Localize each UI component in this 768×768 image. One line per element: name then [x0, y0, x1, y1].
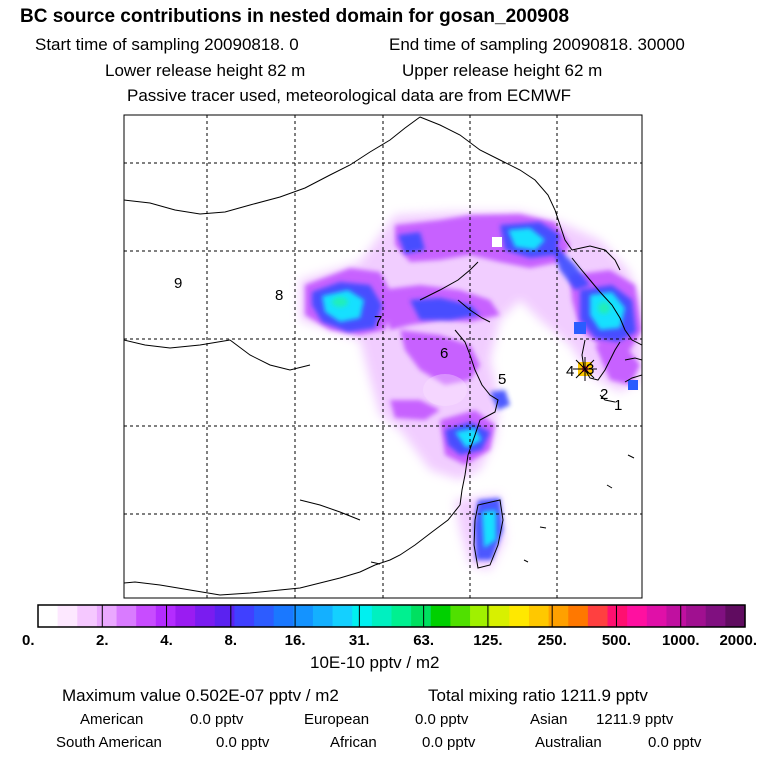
colorbar-cell [371, 605, 393, 627]
african-label: African [330, 734, 377, 751]
region-label-8: 8 [275, 287, 283, 304]
colorbar-cell [627, 605, 648, 627]
colorbar-cell [430, 605, 452, 627]
colorbar-cell [391, 605, 412, 627]
region-label-5: 5 [498, 371, 506, 388]
colorbar-cell [548, 605, 569, 627]
colorbar-label-0: 0. [22, 632, 35, 649]
asian-label: Asian [530, 711, 568, 728]
colorbar-cell [136, 605, 157, 627]
colorbar-label-8: 250. [538, 632, 567, 649]
colorbar-cell [155, 605, 177, 627]
colorbar-label-7: 125. [473, 632, 502, 649]
colorbar-cell [57, 605, 78, 627]
colorbar-cell [254, 605, 275, 627]
coastlines [124, 116, 642, 596]
colorbar-cell [293, 605, 314, 627]
region-label-2: 2 [600, 386, 608, 403]
european-value: 0.0 pptv [415, 711, 469, 728]
colorbar-frame [37, 604, 746, 628]
colorbar-cell [352, 605, 373, 627]
colorbar-cell [116, 605, 137, 627]
colorbar-cell [38, 605, 59, 627]
american-label: American [80, 711, 144, 728]
asian-value: 1211.9 pptv [596, 711, 674, 728]
colorbar-cell [587, 605, 609, 627]
colorbar-label-3: 8. [225, 632, 238, 649]
plot-title: BC source contributions in nested domain… [20, 6, 570, 27]
colorbar: 0. 2. 4. 8. 16. 31. 63. 125. 250. 500. 1… [22, 604, 757, 649]
total-mixing-ratio: Total mixing ratio 1211.9 pptv [428, 686, 648, 705]
colorbar-cell [234, 605, 255, 627]
colorbar-label-5: 31. [349, 632, 370, 649]
colorbar-units: 10E-10 pptv / m2 [310, 653, 440, 672]
colorbar-cell [96, 605, 118, 627]
american-value: 0.0 pptv [190, 711, 244, 728]
colorbar-cell [77, 605, 98, 627]
colorbar-label-11: 2000. [719, 632, 757, 649]
colorbar-ticks [101, 605, 682, 627]
maximum-value: Maximum value 0.502E-07 pptv / m2 [62, 686, 339, 705]
australian-label: Australian [535, 734, 602, 751]
colorbar-cell [470, 605, 491, 627]
colorbar-cell [312, 605, 334, 627]
colorbar-cell [175, 605, 196, 627]
tracer-note: Passive tracer used, meteorological data… [127, 86, 572, 105]
colorbar-cell [607, 605, 628, 627]
colorbar-cell [646, 605, 668, 627]
african-value: 0.0 pptv [422, 734, 476, 751]
colorbar-cell [450, 605, 471, 627]
region-label-9: 9 [174, 275, 182, 292]
start-time: Start time of sampling 20090818. 0 [35, 35, 299, 54]
colorbar-cell [489, 605, 510, 627]
colorbar-label-9: 500. [602, 632, 631, 649]
end-time: End time of sampling 20090818. 30000 [389, 35, 685, 54]
colorbar-cell [332, 605, 353, 627]
colorbar-label-1: 2. [96, 632, 109, 649]
lower-release-height: Lower release height 82 m [105, 61, 306, 80]
region-label-3: 3 [586, 361, 594, 378]
region-label-1: 1 [614, 397, 622, 414]
european-label: European [304, 711, 370, 728]
map-frame [123, 114, 643, 599]
colorbar-cell [411, 605, 432, 627]
colorbar-cell [528, 605, 550, 627]
colorbar-cell [273, 605, 294, 627]
colorbar-label-10: 1000. [662, 632, 700, 649]
region-label-7: 7 [374, 313, 382, 330]
region-label-4: 4 [566, 363, 574, 380]
lat-lon-grid [124, 115, 642, 598]
colorbar-label-4: 16. [285, 632, 306, 649]
colorbar-label-6: 63. [413, 632, 434, 649]
colorbar-cell [568, 605, 589, 627]
south-american-label: South American [56, 734, 162, 751]
south-american-value: 0.0 pptv [216, 734, 270, 751]
colorbar-cells [38, 605, 746, 627]
colorbar-cell [509, 605, 530, 627]
colorbar-cell [705, 605, 726, 627]
australian-value: 0.0 pptv [648, 734, 702, 751]
region-label-6: 6 [440, 345, 448, 362]
receptor-star-icon [573, 357, 597, 381]
colorbar-cell [666, 605, 687, 627]
colorbar-cell [725, 605, 746, 627]
colorbar-cell [195, 605, 216, 627]
upper-release-height: Upper release height 62 m [402, 61, 603, 80]
colorbar-cell [214, 605, 235, 627]
colorbar-label-2: 4. [160, 632, 173, 649]
colorbar-cell [686, 605, 707, 627]
